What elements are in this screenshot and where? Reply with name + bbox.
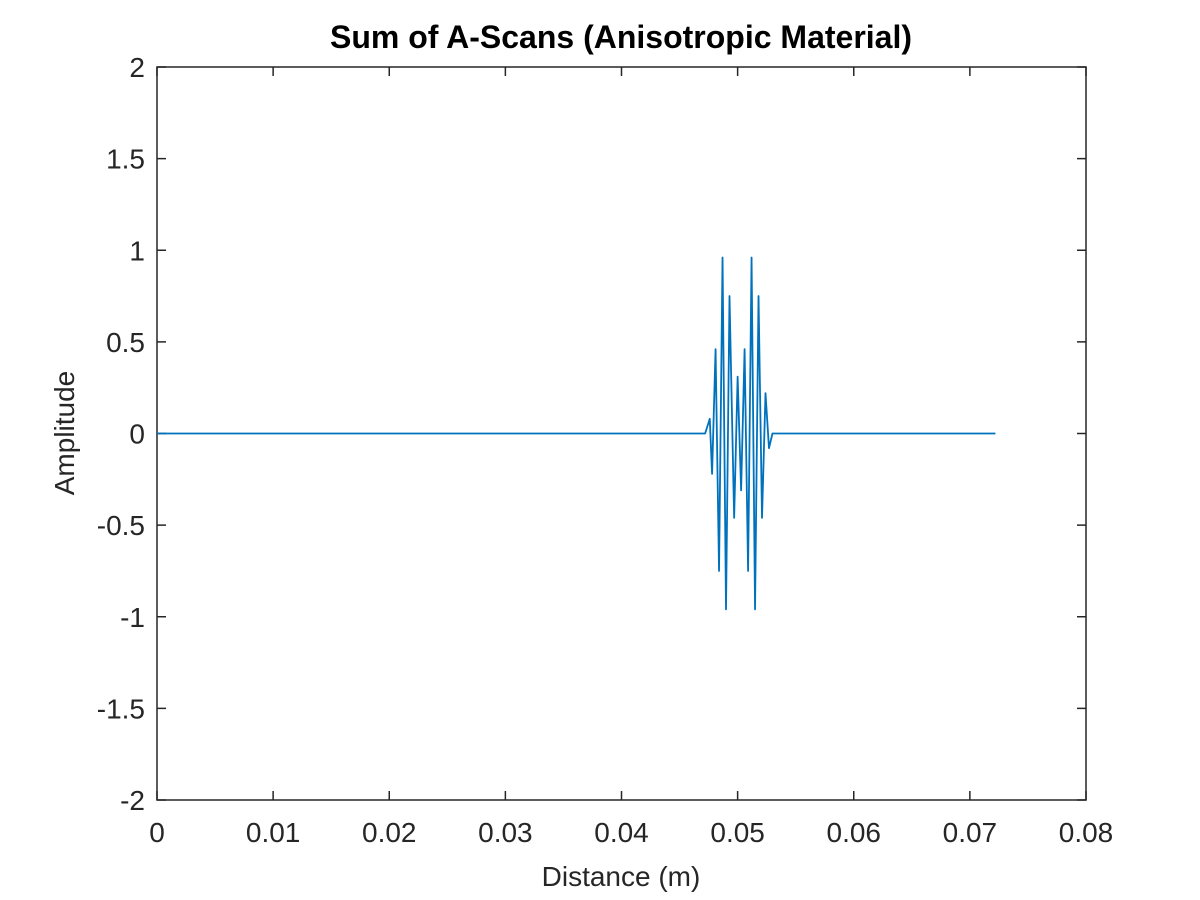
y-tick-label: -1 bbox=[120, 602, 145, 633]
y-axis-label: Amplitude bbox=[49, 371, 80, 496]
x-tick-label: 0.03 bbox=[478, 817, 533, 848]
x-tick-label: 0 bbox=[149, 817, 165, 848]
x-tick-label: 0.02 bbox=[362, 817, 417, 848]
y-tick-label: -0.5 bbox=[97, 510, 145, 541]
series-line bbox=[157, 256, 996, 611]
y-tick-label: 1.5 bbox=[106, 144, 145, 175]
y-tick-label: -2 bbox=[120, 785, 145, 816]
x-axis-label: Distance (m) bbox=[542, 861, 701, 892]
x-tick-label: 0.04 bbox=[594, 817, 649, 848]
x-tick-label: 0.07 bbox=[943, 817, 998, 848]
x-axis-ticks: 0 0.01 0.02 0.03 0.04 0.05 0.06 0.07 0.08 bbox=[149, 67, 1113, 848]
y-axis-ticks: -2 -1.5 -1 -0.5 0 0.5 1 1.5 2 bbox=[97, 52, 1086, 816]
y-tick-label: 0 bbox=[129, 419, 145, 450]
x-tick-label: 0.05 bbox=[710, 817, 765, 848]
chart-title: Sum of A-Scans (Anisotropic Material) bbox=[330, 19, 912, 55]
y-tick-label: 2 bbox=[129, 52, 145, 83]
y-tick-label: 0.5 bbox=[106, 327, 145, 358]
plot-area: 0 0.01 0.02 0.03 0.04 0.05 0.06 0.07 0.08 -2 -1.5… bbox=[97, 52, 1114, 848]
x-tick-label: 0.06 bbox=[827, 817, 882, 848]
y-tick-label: -1.5 bbox=[97, 693, 145, 724]
x-tick-label: 0.08 bbox=[1059, 817, 1114, 848]
x-tick-label: 0.01 bbox=[246, 817, 301, 848]
y-tick-label: 1 bbox=[129, 235, 145, 266]
